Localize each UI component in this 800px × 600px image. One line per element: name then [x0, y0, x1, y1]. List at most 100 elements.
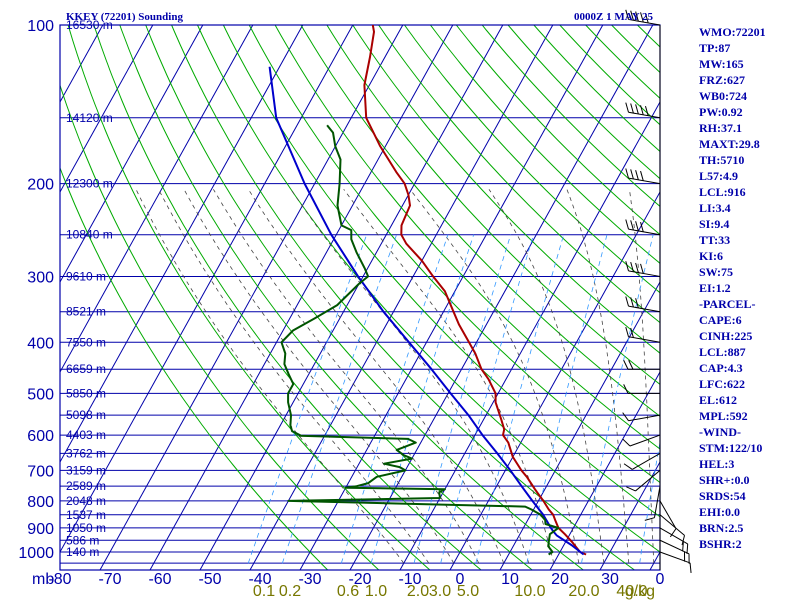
index-value: LCL:887 — [699, 345, 746, 359]
wind-barb-flag — [625, 9, 629, 20]
dry-adiabats — [60, 25, 660, 570]
dry-adiabat — [326, 25, 660, 386]
wind-barb-flag — [630, 10, 634, 21]
temperature-tick-label: 30 — [601, 571, 619, 588]
wind-barb-flag — [625, 296, 629, 307]
wind-barb-shaft — [628, 305, 661, 313]
moist-adiabat — [629, 189, 655, 564]
dry-adiabat — [507, 25, 660, 180]
moist-adiabat — [488, 189, 605, 564]
dry-adiabat — [430, 25, 660, 264]
index-value: HEL:3 — [699, 457, 734, 471]
index-value: STM:122/10 — [699, 441, 762, 455]
isotherm-line — [99, 25, 404, 570]
dry-adiabat — [533, 25, 660, 153]
mixing-ratio-label: 0.6 — [337, 583, 359, 600]
wind-barb-shaft — [632, 452, 661, 470]
index-value: PW:0.92 — [699, 105, 743, 119]
isotherm-line — [549, 370, 660, 570]
moist-adiabats — [135, 189, 655, 564]
dry-adiabat — [93, 25, 482, 570]
wind-profile — [622, 9, 692, 573]
index-value: EL:612 — [699, 393, 737, 407]
isotherm-line — [299, 25, 604, 570]
mixing-ratio-line — [281, 234, 397, 564]
isotherm-line — [399, 100, 660, 570]
chart-header: KKEY (72201) Sounding 0000Z 1 MAY 25 — [66, 11, 653, 23]
temperature-tick-label: -50 — [198, 571, 221, 588]
wind-barb-flag — [625, 168, 629, 179]
mixing-ratio-line — [639, 440, 660, 564]
dry-adiabat — [222, 25, 660, 518]
height-label: 4403 m — [66, 428, 106, 442]
moist-adiabat — [343, 189, 555, 564]
mixing-ratio-label: 1.0 — [365, 583, 387, 600]
dry-adiabat — [60, 166, 329, 570]
wind-barb-flag — [644, 105, 649, 116]
index-value: LI:3.4 — [699, 201, 731, 215]
temperature-tick-label: 0 — [656, 571, 665, 588]
wind-barb-flag — [644, 517, 655, 521]
index-value: TT:33 — [699, 233, 730, 247]
wind-barb-shaft — [659, 514, 685, 536]
wind-barb-shaft — [628, 18, 661, 26]
height-label: 7550 m — [66, 335, 106, 349]
height-label: 2048 m — [66, 494, 106, 508]
temperature-tick-label: 20 — [551, 571, 569, 588]
moist-adiabat — [248, 189, 505, 564]
isotherm-line — [199, 25, 504, 570]
wind-barb-shaft — [628, 336, 661, 343]
moist-adiabat — [158, 189, 430, 564]
wind-barb-flag — [640, 263, 644, 274]
wind-barb-flag — [686, 543, 689, 554]
moist-adiabat — [135, 189, 405, 564]
temperature-tick-label: 0 — [456, 571, 465, 588]
pressure-tick-label: 700 — [27, 463, 54, 480]
wind-barb-flag — [622, 438, 631, 447]
temperature-tick-label: -70 — [98, 571, 121, 588]
height-label: 6659 m — [66, 362, 106, 376]
height-label: 1537 m — [66, 508, 106, 522]
index-value: -PARCEL- — [699, 297, 755, 311]
mixing-ratio-label: g/kg — [625, 583, 655, 600]
pressure-tick-label: 400 — [27, 335, 54, 352]
wind-barb-shaft — [635, 469, 661, 492]
wind-barb-shaft — [628, 270, 661, 277]
index-value: TH:5710 — [699, 153, 744, 167]
wind-barb-shaft — [628, 111, 661, 119]
wind-barb-flag — [635, 221, 639, 232]
sounding-time: 0000Z 1 MAY 25 — [574, 11, 653, 23]
temperature-tick-label: -40 — [248, 571, 271, 588]
moist-adiabat — [183, 189, 455, 564]
moist-adiabat — [409, 189, 580, 564]
dry-adiabat — [378, 25, 660, 324]
isotherm-line — [60, 25, 154, 194]
isotherm-line — [60, 25, 204, 284]
index-value: SHR+:0.0 — [699, 473, 750, 487]
wind-barb-flag — [635, 170, 639, 180]
axis-unit-label: mb — [32, 571, 54, 588]
mixing-ratio-label: 20.0 — [568, 583, 599, 600]
height-label: 586 m — [66, 533, 99, 547]
wind-barb-flag — [623, 463, 633, 470]
index-value: LCL:916 — [699, 185, 746, 199]
wind-barb-flag — [640, 222, 644, 232]
wind-barb-shaft — [628, 414, 661, 422]
station-title: KKEY (72201) Sounding — [66, 11, 183, 23]
wind-barb-flag — [630, 261, 634, 272]
index-value: TP:87 — [699, 41, 730, 55]
pressure-tick-label: 900 — [27, 521, 54, 538]
index-value: LFC:622 — [699, 377, 745, 391]
mixing-ratio-label: 5.0 — [457, 583, 479, 600]
isotherm-line — [149, 25, 454, 570]
mixing-ratio-line — [247, 234, 368, 564]
wind-barb-flag — [623, 360, 629, 370]
temperature-tick-label: -20 — [348, 571, 371, 588]
index-value: RH:37.1 — [699, 121, 742, 135]
height-label: 9610 m — [66, 269, 106, 283]
wind-barb-flag — [630, 327, 634, 338]
mixing-ratio-lines — [247, 234, 660, 564]
dry-adiabat — [300, 25, 660, 417]
pressure-tick-label: 1000 — [18, 545, 54, 562]
pressure-tick-label: 600 — [27, 428, 54, 445]
